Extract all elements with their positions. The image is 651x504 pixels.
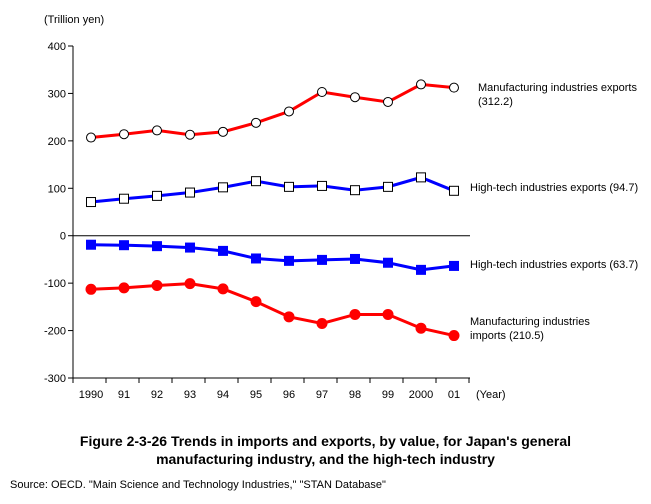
data-point: [383, 96, 393, 107]
data-point: [119, 193, 129, 204]
data-point: [185, 129, 195, 140]
y-tick-label: 200: [48, 136, 66, 148]
data-point: [349, 308, 361, 320]
data-point: [85, 283, 97, 295]
data-point: [317, 87, 327, 98]
data-point: [152, 241, 162, 252]
y-tick-label: -100: [44, 278, 66, 290]
series-line: [90, 243, 455, 272]
series-label: (312.2): [478, 96, 513, 108]
series-label: High-tech industries exports (94.7): [470, 182, 638, 194]
x-tick-label: 97: [316, 389, 328, 401]
series-3: [86, 239, 459, 275]
data-point: [118, 282, 130, 294]
data-point: [317, 180, 327, 191]
series-1: [86, 79, 459, 143]
x-tick-label: 99: [382, 389, 394, 401]
data-point: [416, 264, 426, 275]
series-layer: [85, 79, 460, 342]
data-point: [382, 308, 394, 320]
x-tick-label: 94: [217, 389, 229, 401]
data-point: [383, 257, 393, 268]
source-note: Source: OECD. "Main Science and Technolo…: [10, 479, 386, 491]
data-point: [184, 278, 196, 290]
caption-line-1: Figure 2-3-26 Trends in imports and expo…: [79, 433, 572, 449]
data-point: [218, 182, 228, 193]
data-point: [217, 283, 229, 295]
x-tick-label: 91: [118, 389, 130, 401]
series-labels: Manufacturing industries exports (312.2) H…: [470, 82, 638, 342]
data-point: [251, 253, 261, 264]
data-point: [151, 280, 163, 292]
x-axis-unit-label: (Year): [476, 389, 506, 401]
x-tick-label: 92: [151, 389, 163, 401]
data-point: [283, 311, 295, 323]
y-tick-label: 300: [48, 88, 66, 100]
data-point: [119, 129, 129, 140]
data-point: [218, 245, 228, 256]
x-tick-label: 1990: [79, 389, 103, 401]
data-point: [350, 92, 360, 103]
y-axis-unit-label: (Trillion yen): [44, 14, 104, 26]
series-line: [90, 175, 455, 204]
y-axis: 400 300 200 100 0 -100 -200 -300: [44, 41, 73, 385]
y-tick-label: 0: [60, 231, 66, 243]
series-4: [85, 278, 460, 342]
data-point: [284, 255, 294, 266]
data-point: [415, 322, 427, 334]
series-label: Manufacturing industries: [470, 316, 590, 328]
data-point: [185, 242, 195, 253]
y-tick-label: 400: [48, 41, 66, 53]
data-point: [448, 330, 460, 342]
data-point: [316, 317, 328, 329]
series-2: [86, 172, 459, 208]
data-point: [218, 126, 228, 137]
data-point: [250, 296, 262, 308]
data-point: [317, 254, 327, 265]
y-tick-label: 100: [48, 183, 66, 195]
data-point: [251, 176, 261, 187]
series-label: imports (210.5): [470, 330, 544, 342]
data-point: [449, 185, 459, 196]
data-point: [152, 125, 162, 136]
data-point: [119, 240, 129, 251]
data-point: [449, 82, 459, 93]
x-tick-label: 95: [250, 389, 262, 401]
data-point: [152, 190, 162, 201]
series-label: High-tech industries exports (63.7): [470, 259, 638, 271]
x-tick-label: 01: [448, 389, 460, 401]
data-point: [86, 239, 96, 250]
x-tick-label: 96: [283, 389, 295, 401]
data-point: [383, 181, 393, 192]
figure-caption: Figure 2-3-26 Trends in imports and expo…: [0, 432, 651, 468]
series-line: [90, 282, 455, 338]
y-tick-label: -300: [44, 373, 66, 385]
data-point: [185, 187, 195, 198]
y-tick-label: -200: [44, 326, 66, 338]
data-point: [416, 79, 426, 90]
x-tick-label: 93: [184, 389, 196, 401]
data-point: [86, 132, 96, 143]
x-tick-label: 2000: [409, 389, 433, 401]
series-line: [90, 82, 455, 140]
data-point: [86, 197, 96, 208]
x-tick-label: 98: [349, 389, 361, 401]
data-point: [350, 253, 360, 264]
data-point: [350, 185, 360, 196]
x-axis: 1990 91 92 93 94 95 96 97 98 99 2000 01: [72, 378, 470, 401]
data-point: [284, 106, 294, 117]
line-chart: (Trillion yen) 400 300 200 100 0 -100 -200 -300…: [44, 14, 638, 401]
data-point: [284, 181, 294, 192]
data-point: [251, 117, 261, 128]
caption-line-2: manufacturing industry, and the high-tec…: [156, 451, 495, 467]
series-label: Manufacturing industries exports: [478, 82, 637, 94]
data-point: [449, 260, 459, 271]
data-point: [416, 172, 426, 183]
